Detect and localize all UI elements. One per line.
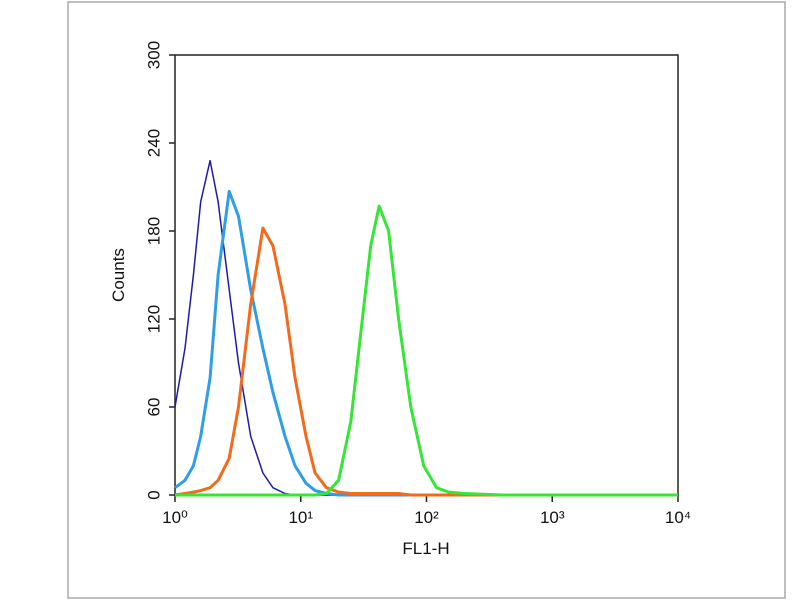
y-axis-label: Counts	[109, 248, 128, 302]
x-tick-label: 10²	[414, 508, 439, 527]
y-tick-label: 240	[144, 129, 163, 157]
histogram-line	[175, 204, 678, 497]
y-tick-label: 300	[144, 41, 163, 69]
histogram-line	[174, 226, 678, 497]
x-axis-label: FL1-H	[402, 539, 449, 558]
y-tick-label: 120	[144, 305, 163, 333]
y-tick-label: 60	[144, 398, 163, 417]
y-tick-label: 180	[144, 217, 163, 245]
x-tick-label: 10¹	[288, 508, 313, 527]
x-tick-label: 10⁴	[665, 508, 691, 527]
y-tick-label: 0	[144, 490, 163, 499]
x-tick-label: 10⁰	[162, 508, 188, 527]
x-tick-label: 10³	[540, 508, 565, 527]
